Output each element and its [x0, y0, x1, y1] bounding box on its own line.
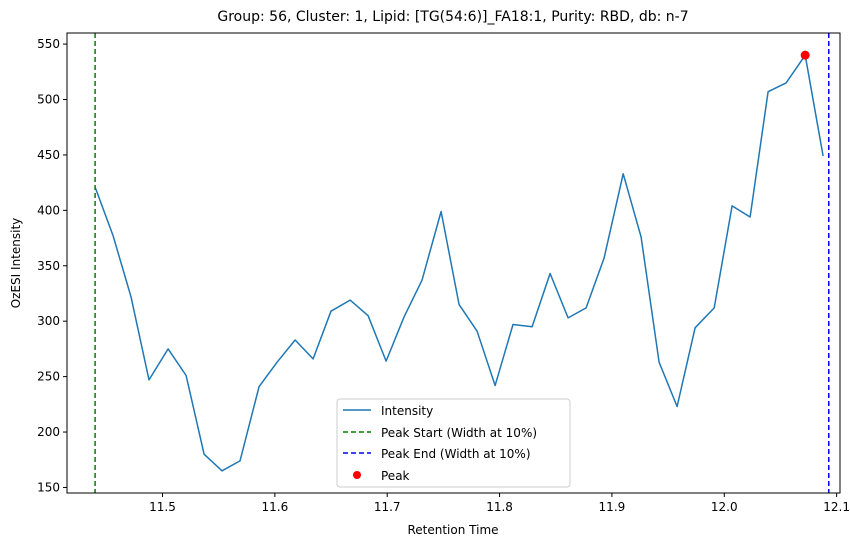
legend-frame: [336, 398, 571, 488]
legend: Intensity Peak Start (Width at 10%) Peak…: [336, 398, 571, 488]
y-tick-label: 550: [37, 37, 60, 51]
legend-label-peak: Peak: [381, 469, 410, 483]
plot-area: [94, 33, 830, 493]
y-tick-label: 200: [37, 425, 60, 439]
y-tick-label: 250: [37, 370, 60, 384]
x-tick-label: 11.5: [149, 500, 176, 514]
y-tick-label: 350: [37, 259, 60, 273]
series-line-0: [94, 54, 824, 472]
x-axis-label: Retention Time: [407, 523, 498, 537]
legend-swatch-peak: [353, 471, 361, 479]
y-tick-label: 450: [37, 148, 60, 162]
x-tick-label: 12.0: [711, 500, 738, 514]
x-axis: 11.5 11.6 11.7 11.8 11.9 12.0 12.1: [149, 493, 850, 514]
legend-label-peak-start: Peak Start (Width at 10%): [381, 426, 537, 440]
plot-frame: [66, 32, 841, 494]
y-tick-label: 400: [37, 203, 60, 217]
y-tick-label: 150: [37, 480, 60, 494]
y-axis: 150 200 250 300 350 400 450 500 550: [37, 37, 67, 494]
y-axis-label: OzESI Intensity: [9, 218, 23, 309]
x-tick-label: 11.8: [486, 500, 513, 514]
x-tick-label: 11.6: [261, 500, 288, 514]
y-tick-label: 300: [37, 314, 60, 328]
peak-point: [800, 50, 810, 60]
legend-label-peak-end: Peak End (Width at 10%): [381, 447, 531, 461]
chart-title: Group: 56, Cluster: 1, Lipid: [TG(54:6)]…: [217, 9, 688, 25]
legend-label-intensity: Intensity: [381, 404, 433, 418]
x-tick-label: 11.9: [599, 500, 626, 514]
y-tick-label: 500: [37, 93, 60, 107]
x-tick-label: 11.7: [374, 500, 401, 514]
x-tick-label: 12.1: [823, 500, 850, 514]
